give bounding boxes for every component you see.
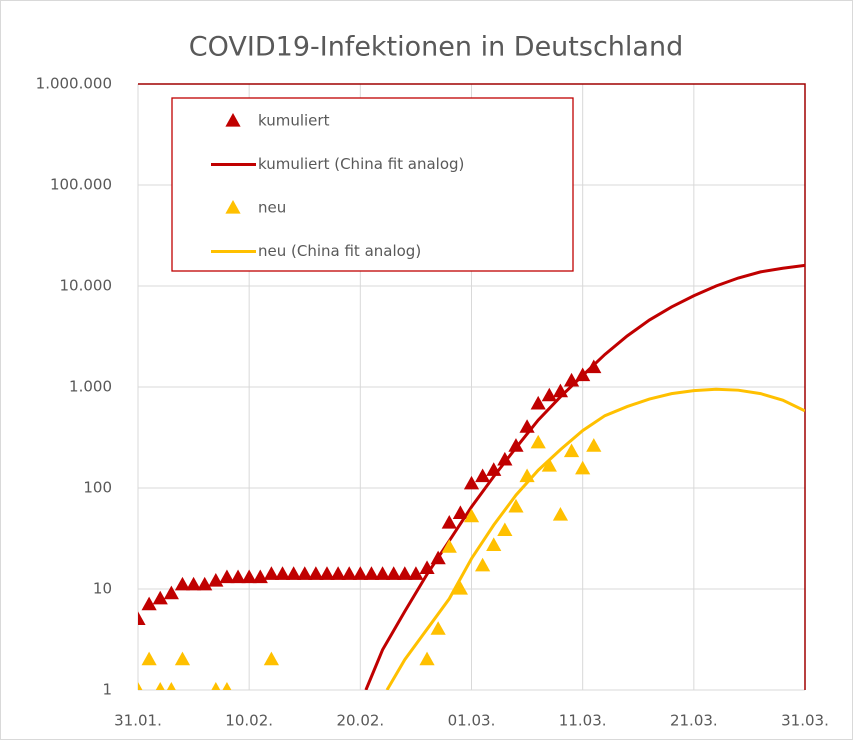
data-point [419,651,435,666]
data-point [441,539,457,553]
data-point [475,468,491,483]
chart-title: COVID19-Infektionen in Deutschland [189,32,683,63]
data-point [222,682,232,690]
data-point [363,566,380,580]
data-point [174,651,191,666]
legend: kumuliert kumuliert (China fit analog) neu… [171,97,574,272]
data-point [263,651,279,666]
data-point [166,682,176,690]
data-point [530,395,546,410]
y-tick-label: 10 [93,580,112,598]
data-point [263,566,279,580]
data-point [508,498,524,513]
legend-label: neu [258,199,286,217]
y-tick-label: 10.000 [60,277,113,295]
data-point [141,596,157,611]
data-point [163,585,179,600]
data-point [208,573,224,587]
data-point [541,387,557,402]
y-tick-label: 1.000 [69,378,112,396]
data-point [241,569,257,584]
data-point [297,566,313,580]
x-tick-label: 10.02. [225,712,273,730]
legend-marker [225,113,241,127]
data-point [497,451,513,466]
data-point [475,557,491,572]
data-point [530,434,546,449]
data-point [211,682,221,690]
data-point [397,566,413,580]
x-tick-label: 31.01. [114,712,162,730]
data-point [352,566,368,580]
data-point [274,566,291,580]
data-point [575,460,591,475]
legend-box [171,97,574,272]
data-point [174,576,191,591]
data-point [138,611,146,626]
plot-frame [138,83,806,690]
x-tick-label: 11.03. [559,712,607,730]
y-tick-label: 100.000 [50,176,112,194]
data-point [541,458,557,472]
fit-line [364,263,805,690]
data-point [155,682,165,690]
data-point [463,508,480,523]
data-point [141,651,157,666]
data-point [138,682,143,690]
data-point [563,443,580,458]
x-tick-label: 01.03. [448,712,496,730]
data-point [486,537,502,552]
data-point [452,581,468,595]
data-point [463,475,480,490]
y-tick-label: 100 [83,479,112,497]
legend-label: kumuliert [258,112,330,130]
x-tick-label: 20.02. [336,712,384,730]
data-point [508,438,524,452]
data-point [552,507,569,521]
data-point [430,621,446,635]
fit-line [385,387,805,690]
x-tick-label: 21.03. [670,712,718,730]
x-tick-label: 31.03. [781,712,829,730]
plot [138,263,805,690]
data-point [374,566,391,580]
data-point [586,438,602,452]
data-point [152,590,168,605]
legend-label: kumuliert (China fit analog) [258,155,464,173]
data-point [230,569,246,584]
data-point [185,576,202,591]
y-tick-label: 1.000.000 [36,75,112,93]
y-tick-label: 1 [102,681,112,699]
data-point [497,522,513,537]
data-point [286,566,302,580]
data-point [386,566,402,580]
data-point [341,566,357,580]
data-point [308,566,324,580]
data-point [441,515,457,529]
legend-marker [225,200,241,214]
data-point [319,566,335,580]
data-point [330,566,346,580]
data-point [197,576,213,591]
data-point [219,569,235,584]
data-point [408,566,424,580]
legend-label: neu (China fit analog) [258,242,421,260]
